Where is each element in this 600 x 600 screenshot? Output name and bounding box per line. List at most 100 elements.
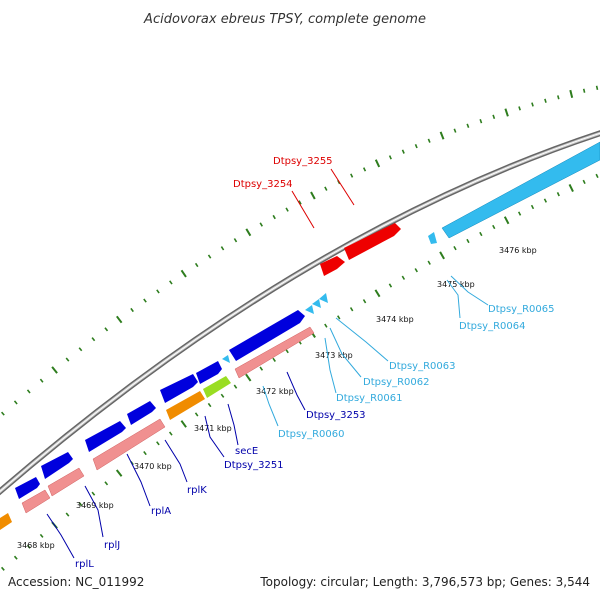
label-dtpsy-3254[interactable]: Dtpsy_3254 <box>233 179 293 190</box>
tick-mark <box>207 402 212 408</box>
tick-mark <box>156 289 160 294</box>
tick-mark <box>401 275 406 280</box>
label-dtpsy-r0065[interactable]: Dtpsy_R0065 <box>488 304 555 315</box>
tick-mark <box>91 491 96 496</box>
tick-mark <box>518 106 521 111</box>
feature-rna-3[interactable] <box>319 293 328 303</box>
label-dtpsy-r0063[interactable]: Dtpsy_R0063 <box>389 361 456 372</box>
label-rplj[interactable]: rplJ <box>104 540 120 551</box>
feature-pink-1[interactable] <box>234 326 315 379</box>
tick-mark <box>233 238 238 243</box>
tick-mark <box>259 366 264 371</box>
feature-cyan-arrow[interactable] <box>441 141 600 239</box>
label-dtpsy-r0062[interactable]: Dtpsy_R0062 <box>363 377 430 388</box>
tick-mark <box>479 231 483 237</box>
tick-mark <box>26 389 31 394</box>
tick-mark <box>272 357 276 362</box>
tick-mark <box>143 298 147 303</box>
tick-mark <box>374 159 381 168</box>
label-dtpsy-r0060[interactable]: Dtpsy_R0060 <box>278 429 345 440</box>
tick-mark <box>220 393 225 398</box>
feature-blue-5[interactable] <box>85 421 126 452</box>
tick-mark <box>544 98 547 103</box>
kbp-label: 3470 kbp <box>134 462 172 471</box>
tick-mark <box>517 211 522 216</box>
feature-pink-2[interactable] <box>92 418 166 471</box>
tick-mark <box>51 366 58 374</box>
tick-mark <box>116 315 123 324</box>
tick-mark <box>91 337 96 342</box>
label-dtpsy-3253[interactable]: Dtpsy_3253 <box>306 410 366 421</box>
tick-mark <box>479 119 483 124</box>
tick-mark <box>337 315 341 320</box>
tick-mark <box>582 88 586 93</box>
feature-orange-1[interactable] <box>166 391 205 420</box>
feature-pink-4[interactable] <box>21 489 51 514</box>
label-dtpsy-3255[interactable]: Dtpsy_3255 <box>273 156 333 167</box>
accession-text: Accession: NC_011992 <box>8 575 144 589</box>
tick-mark <box>194 412 199 417</box>
feature-rna-1[interactable] <box>305 305 314 314</box>
kbp-label: 3471 kbp <box>194 424 232 433</box>
feature-rna-4[interactable] <box>222 355 230 363</box>
feature-dtpsy-3254[interactable] <box>320 256 345 276</box>
feature-blue-3[interactable] <box>160 374 198 403</box>
tick-mark <box>220 246 225 251</box>
tick-mark <box>0 566 5 571</box>
tick-mark <box>324 186 328 191</box>
tick-mark <box>427 260 431 265</box>
label-dtpsy-r0061[interactable]: Dtpsy_R0061 <box>336 393 403 404</box>
tick-mark <box>595 173 599 179</box>
feature-pink-3[interactable] <box>47 467 85 497</box>
tick-mark <box>78 347 83 352</box>
feature-blue-2[interactable] <box>196 361 222 384</box>
reverse-features <box>0 326 315 530</box>
tick-mark <box>310 191 316 200</box>
feature-lime[interactable] <box>203 376 231 398</box>
tick-mark <box>557 95 560 100</box>
label-dtpsy-3251[interactable]: Dtpsy_3251 <box>224 460 284 471</box>
feature-blue-1[interactable] <box>229 310 305 361</box>
tick-mark <box>78 501 83 507</box>
tick-mark <box>104 481 109 486</box>
tick-mark <box>568 183 574 193</box>
kbp-label: 3476 kbp <box>499 246 537 255</box>
tick-mark <box>65 357 70 362</box>
tick-mark <box>453 128 457 133</box>
feature-blue-7[interactable] <box>15 477 40 499</box>
feature-rna-2[interactable] <box>312 299 321 308</box>
tick-mark <box>414 268 418 273</box>
kbp-label: 3473 kbp <box>315 351 353 360</box>
tick-mark <box>26 544 31 549</box>
feature-blue-6[interactable] <box>41 452 73 479</box>
tick-mark <box>115 469 123 477</box>
tick-mark <box>349 307 354 312</box>
feature-labels: Dtpsy_3255 Dtpsy_3254 Dtpsy_R0065 Dtpsy_… <box>75 156 555 570</box>
tick-marks <box>0 85 599 571</box>
tick-mark <box>285 348 289 354</box>
tick-mark <box>582 179 586 185</box>
label-rpll[interactable]: rplL <box>75 559 94 570</box>
tick-mark <box>285 207 289 212</box>
tick-mark <box>439 251 445 260</box>
tick-mark <box>65 512 70 517</box>
tick-mark <box>466 123 470 128</box>
kbp-label: 3468 kbp <box>17 541 55 550</box>
kbp-label: 3475 kbp <box>437 280 475 289</box>
label-rpla[interactable]: rplA <box>151 506 171 517</box>
tick-mark <box>104 327 109 332</box>
tick-mark <box>503 216 510 225</box>
tick-mark <box>439 131 445 140</box>
tick-mark <box>298 200 302 205</box>
feature-cyan-small[interactable] <box>428 232 437 244</box>
label-rplk[interactable]: rplK <box>187 485 207 496</box>
tick-mark <box>245 373 252 382</box>
label-sece[interactable]: secE <box>235 446 258 457</box>
feature-blue-4[interactable] <box>127 401 156 425</box>
tick-mark <box>466 238 470 244</box>
feature-orange-2[interactable] <box>0 513 12 530</box>
feature-dtpsy-3255[interactable] <box>344 223 401 260</box>
label-dtpsy-r0064[interactable]: Dtpsy_R0064 <box>459 321 526 332</box>
tick-mark <box>180 420 187 428</box>
